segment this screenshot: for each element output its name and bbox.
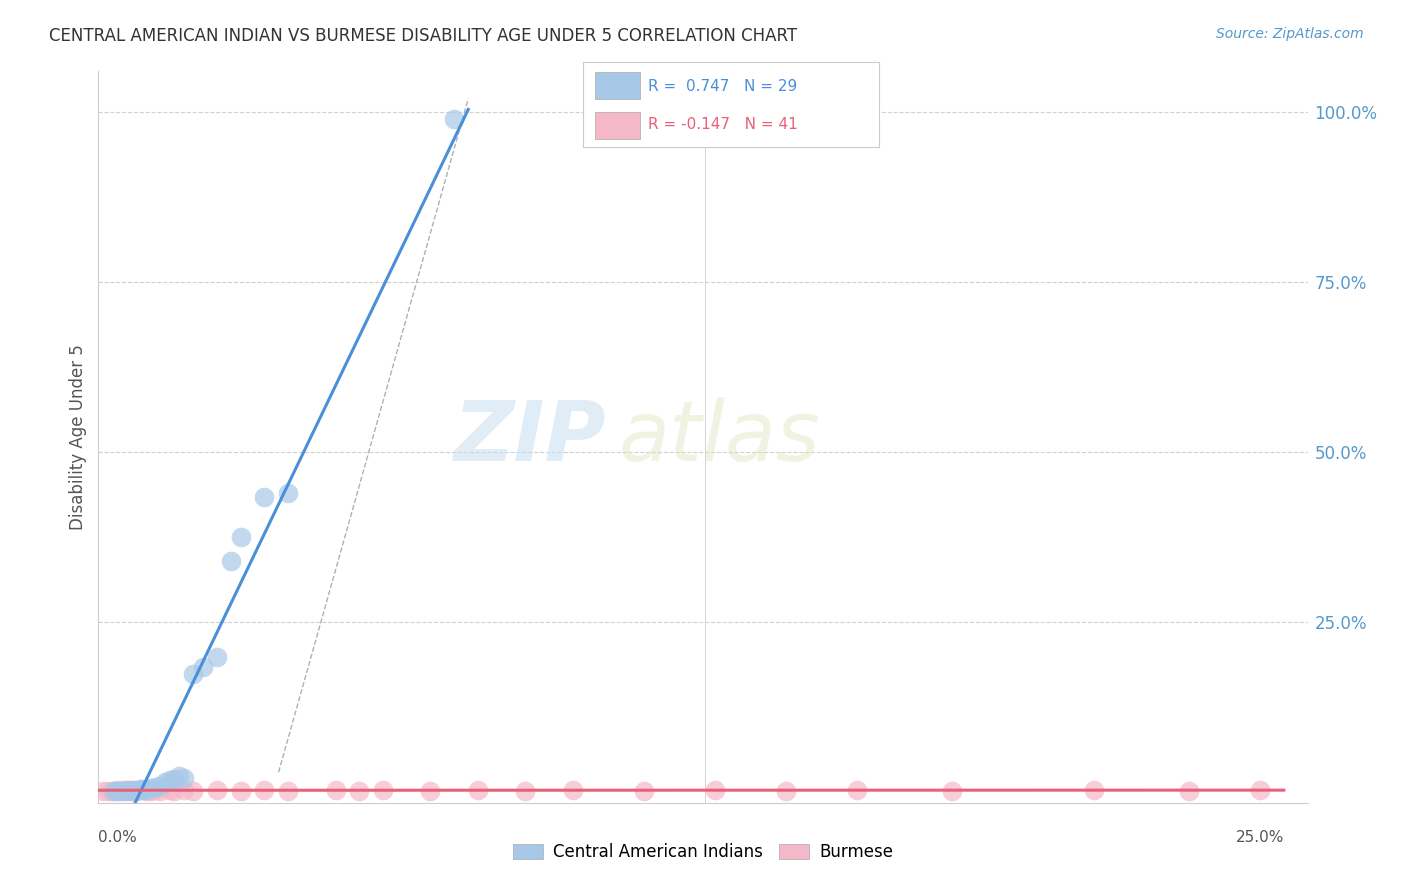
Point [115, 783, 138, 797]
Point [633, 783, 655, 797]
Text: Source: ZipAtlas.com: Source: ZipAtlas.com [1216, 27, 1364, 41]
Point [125, 783, 148, 797]
Point [135, 783, 157, 797]
Point [97, 783, 120, 797]
Point [253, 783, 276, 797]
Point [229, 531, 252, 545]
Point [325, 783, 347, 797]
Point [1178, 783, 1201, 797]
Point [111, 783, 134, 797]
Text: 0.0%: 0.0% [98, 830, 138, 845]
Point [515, 783, 537, 797]
Point [167, 768, 190, 782]
FancyBboxPatch shape [595, 112, 640, 139]
Point [129, 781, 152, 796]
Point [121, 783, 143, 797]
Point [229, 783, 252, 797]
Point [105, 783, 128, 797]
Point [105, 783, 128, 797]
Point [181, 783, 204, 797]
Point [277, 783, 299, 797]
Point [561, 783, 583, 797]
Point [125, 783, 148, 797]
Point [191, 659, 214, 673]
Text: atlas: atlas [619, 397, 820, 477]
Point [115, 783, 138, 797]
Point [1249, 783, 1271, 797]
Point [703, 783, 725, 797]
Point [149, 779, 172, 793]
Point [129, 782, 152, 797]
Point [129, 783, 152, 797]
Point [101, 783, 124, 797]
Point [115, 783, 138, 797]
Point [775, 783, 797, 797]
Point [111, 783, 134, 797]
Point [371, 783, 394, 797]
Legend: Central American Indians, Burmese: Central American Indians, Burmese [506, 837, 900, 868]
Point [205, 649, 228, 664]
Point [121, 783, 143, 797]
Point [115, 783, 138, 797]
Point [135, 783, 157, 797]
Point [135, 783, 157, 797]
Point [135, 782, 157, 797]
Point [173, 771, 195, 785]
Point [347, 783, 370, 797]
Point [219, 554, 242, 568]
Point [159, 773, 181, 788]
Point [163, 783, 186, 797]
Point [419, 783, 441, 797]
Point [105, 783, 128, 797]
Text: ZIP: ZIP [454, 397, 606, 477]
Text: CENTRAL AMERICAN INDIAN VS BURMESE DISABILITY AGE UNDER 5 CORRELATION CHART: CENTRAL AMERICAN INDIAN VS BURMESE DISAB… [49, 27, 797, 45]
Point [1083, 783, 1105, 797]
Point [181, 666, 204, 681]
Text: R = -0.147   N = 41: R = -0.147 N = 41 [648, 117, 799, 132]
Point [121, 783, 143, 797]
Y-axis label: Disability Age Under 5: Disability Age Under 5 [69, 344, 87, 530]
FancyBboxPatch shape [595, 71, 640, 99]
Text: 25.0%: 25.0% [1236, 830, 1284, 845]
Point [941, 783, 963, 797]
Point [139, 783, 162, 797]
Point [139, 780, 162, 795]
Point [143, 783, 166, 797]
Point [846, 783, 869, 797]
Point [277, 486, 299, 500]
Point [467, 783, 489, 797]
Point [111, 783, 134, 797]
Point [253, 490, 276, 504]
Point [143, 780, 166, 794]
Point [205, 783, 228, 797]
Point [173, 783, 195, 797]
Point [163, 772, 186, 786]
Point [101, 783, 124, 797]
Point [125, 783, 148, 797]
Point [159, 783, 181, 797]
Point [149, 783, 172, 797]
Point [121, 783, 143, 797]
Point [153, 775, 176, 789]
Text: R =  0.747   N = 29: R = 0.747 N = 29 [648, 78, 797, 94]
Point [443, 112, 465, 126]
Point [91, 783, 114, 797]
